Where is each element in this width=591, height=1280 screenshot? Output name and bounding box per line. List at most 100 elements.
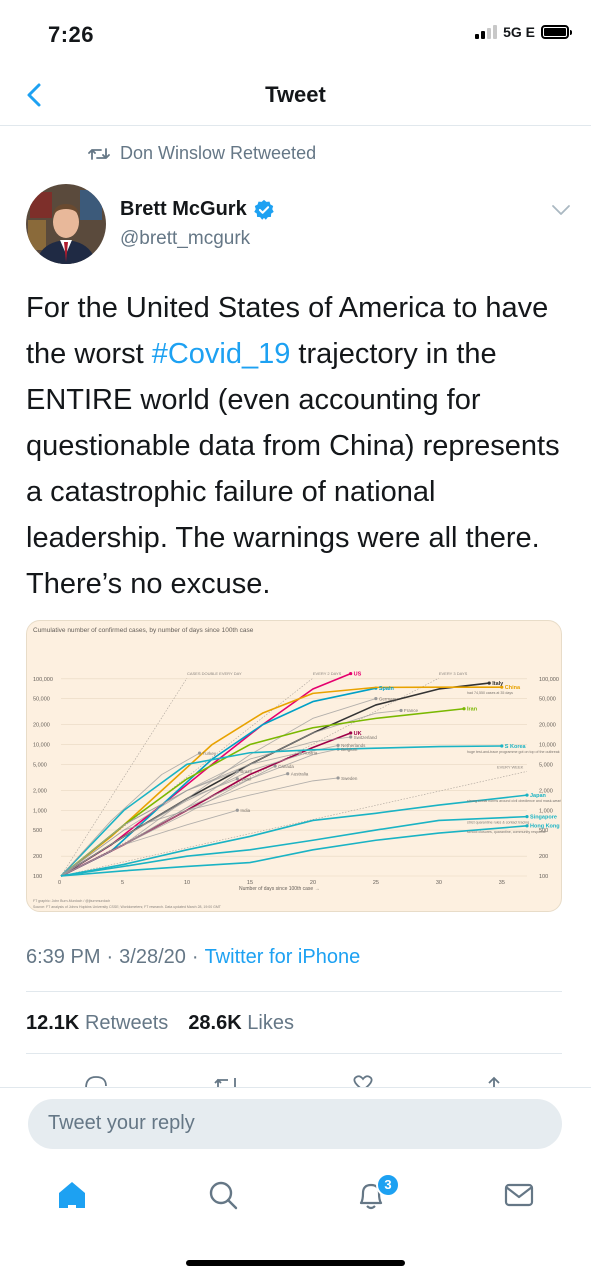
series-label: US [354, 671, 362, 677]
chart-footnote: Source: FT analysis of Johns Hopkins Uni… [33, 905, 222, 909]
likes-count: 28.6K [188, 1012, 242, 1034]
series-label: Germany [379, 696, 398, 701]
like-icon[interactable] [350, 1074, 376, 1088]
divider [26, 1053, 562, 1054]
home-indicator[interactable] [186, 1260, 405, 1266]
retweet-action-icon[interactable] [214, 1074, 240, 1088]
status-time: 7:26 [48, 22, 95, 47]
separator: · [191, 946, 199, 968]
y-tick-label: 100,000 [33, 677, 53, 683]
home-icon[interactable] [55, 1178, 89, 1212]
chart-footnote: FT graphic: John Burn-Murdoch / @jburnmu… [33, 899, 110, 903]
x-tick-label: 15 [247, 880, 253, 886]
series-endpoint [349, 735, 353, 739]
series-line [60, 778, 238, 877]
series-endpoint [349, 731, 353, 735]
series-endpoint [525, 793, 529, 797]
y-tick-label: 2,000 [33, 788, 47, 794]
author-name[interactable]: Brett McGurk [120, 198, 275, 221]
status-bar: 7:26 5G E [0, 0, 591, 70]
nav-bar: Tweet [0, 70, 591, 126]
chevron-down-icon[interactable] [551, 204, 571, 216]
notifications-badge: 3 [376, 1173, 400, 1197]
author-name-text: Brett McGurk [120, 198, 247, 220]
y-tick-label-right: 500 [539, 828, 548, 834]
series-endpoint [500, 685, 504, 689]
series-label: Japan [530, 793, 547, 799]
y-tick-label-right: 50,000 [539, 697, 556, 703]
series-line [60, 745, 502, 877]
series-line [60, 794, 528, 877]
x-tick-label: 10 [184, 880, 190, 886]
y-tick-label: 50,000 [33, 697, 50, 703]
series-label: Iran [467, 707, 478, 713]
series-endpoint [286, 772, 290, 776]
guide-line [60, 677, 439, 877]
retweet-context-text: Don Winslow Retweeted [120, 143, 317, 163]
share-icon[interactable] [481, 1074, 507, 1088]
tweet-text-part: trajectory in the ENTIRE world (even acc… [26, 338, 560, 600]
avatar[interactable] [26, 184, 106, 264]
reply-input[interactable]: Tweet your reply [28, 1099, 562, 1149]
likes-label: Likes [247, 1012, 294, 1034]
y-tick-label: 10,000 [33, 743, 50, 749]
tweet-text: For the United States of America to have… [26, 285, 571, 607]
chevron-left-icon[interactable] [20, 80, 50, 110]
retweet-context[interactable]: Don Winslow Retweeted [88, 143, 316, 164]
tweet-date: 3/28/20 [119, 946, 186, 968]
y-tick-label-right: 1,000 [539, 808, 553, 814]
retweets-stat[interactable]: 12.1K Retweets [26, 1012, 168, 1035]
tab-bar [0, 1160, 591, 1230]
series-label: Canada [278, 764, 294, 769]
search-icon[interactable] [206, 1178, 240, 1212]
y-tick-label-right: 20,000 [539, 723, 556, 729]
tweet-text-part: For the United States of America to have… [26, 292, 549, 370]
x-tick-label: 20 [310, 880, 316, 886]
likes-stat[interactable]: 28.6K Likes [188, 1012, 294, 1035]
series-endpoint [525, 824, 529, 828]
series-line [60, 825, 528, 877]
y-tick-label-right: 100,000 [539, 677, 559, 683]
x-tick-label: 35 [499, 880, 505, 886]
series-label: Switzerland [354, 735, 378, 740]
series-annotation: strict quarantine rules & contact tracin… [467, 821, 529, 825]
messages-icon[interactable] [502, 1178, 536, 1212]
source-app-link[interactable]: Twitter for iPhone [204, 946, 361, 968]
series-label: Brazil [240, 769, 251, 774]
chart-xlabel: Number of days since 100th case → [239, 886, 320, 892]
series-label: Austria [303, 751, 318, 756]
network-label: 5G E [503, 24, 535, 40]
y-tick-label: 100 [33, 874, 42, 880]
y-tick-label: 500 [33, 828, 42, 834]
tweet-timestamp: 6:39 PM · 3/28/20 · Twitter for iPhone [26, 946, 360, 969]
y-tick-label: 5,000 [33, 762, 47, 768]
retweet-icon [88, 147, 110, 160]
reply-icon[interactable] [83, 1074, 109, 1088]
guide-line [60, 677, 188, 877]
series-endpoint [235, 769, 239, 774]
series-label: France [404, 708, 419, 713]
divider [0, 1087, 591, 1088]
series-line [60, 815, 528, 877]
series-line [60, 777, 339, 877]
retweets-label: Retweets [84, 1012, 169, 1034]
guide-label: EVERY WEEK [497, 764, 524, 769]
series-endpoint [336, 743, 340, 747]
series-endpoint [197, 751, 202, 755]
tweet-media-chart[interactable]: 100 100 200 200 500 500 1,000 1,000 2,000 2,000 5,… [26, 620, 562, 912]
author-handle[interactable]: @brett_mcgurk [120, 228, 251, 249]
series-line [60, 809, 238, 877]
series-endpoint [399, 708, 403, 713]
series-endpoint [349, 671, 353, 676]
status-indicators: 5G E [475, 24, 572, 40]
y-tick-label-right: 10,000 [539, 743, 556, 749]
x-tick-label: 5 [121, 880, 124, 886]
verified-icon [253, 199, 274, 220]
series-endpoint [235, 808, 239, 812]
series-annotation: huge test-and-trace programme got on top… [467, 750, 560, 754]
series-label: Sweden [341, 776, 358, 781]
hashtag-link[interactable]: #Covid_19 [151, 338, 291, 370]
reply-placeholder: Tweet your reply [48, 1112, 195, 1134]
notifications-icon[interactable] [354, 1178, 388, 1212]
